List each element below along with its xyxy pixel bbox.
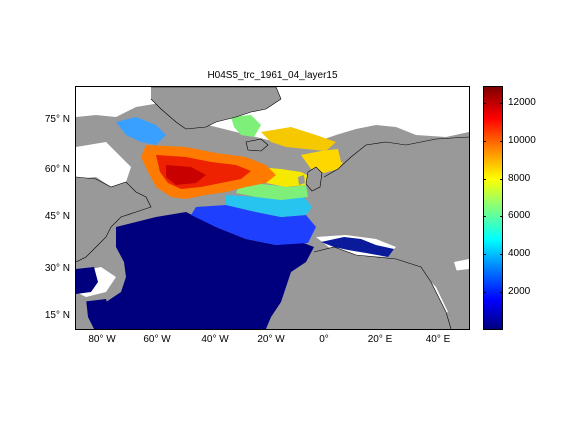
lon-tick-40e: 40° E bbox=[425, 334, 451, 345]
lon-tick-60w: 60° W bbox=[143, 334, 171, 345]
colorbar-label-4000: 4000 bbox=[508, 248, 531, 259]
ocean-low-values bbox=[91, 212, 314, 329]
lon-tick-40w: 40° W bbox=[201, 334, 229, 345]
central-america-land bbox=[76, 297, 94, 329]
scandinavia-land bbox=[338, 129, 391, 165]
lon-tick-20w: 20° W bbox=[257, 334, 285, 345]
british-isles-land bbox=[298, 167, 322, 191]
lat-tick-30n: 30° N bbox=[44, 263, 70, 274]
florida-land bbox=[94, 247, 110, 267]
ocean-band-green bbox=[236, 182, 308, 200]
coastlines bbox=[76, 87, 469, 329]
lat-tick-45n: 45° N bbox=[44, 211, 70, 222]
ocean-band-blue bbox=[191, 205, 316, 245]
arabia-land bbox=[444, 269, 469, 329]
ocean-band-labrador bbox=[116, 117, 166, 145]
ocean-band-labrador-green bbox=[231, 115, 261, 137]
lat-tick-15n: 15° N bbox=[44, 310, 70, 321]
lat-tick-75n: 75° N bbox=[44, 114, 70, 125]
map-plot-area bbox=[75, 86, 470, 330]
iceland-land bbox=[246, 139, 268, 151]
north-america-land bbox=[76, 177, 151, 262]
lon-tick-80w: 80° W bbox=[88, 334, 116, 345]
north-sea-values bbox=[301, 149, 346, 173]
lat-tick-60n: 60° N bbox=[44, 164, 70, 175]
colorbar-label-8000: 8000 bbox=[508, 173, 531, 184]
greenland-land bbox=[151, 87, 281, 129]
colorbar-label-6000: 6000 bbox=[508, 210, 531, 221]
colorbar bbox=[483, 86, 503, 330]
colorbar-label-10000: 10000 bbox=[508, 135, 536, 146]
colorbar-label-2000: 2000 bbox=[508, 286, 531, 297]
colorbar-label-12000: 12000 bbox=[508, 97, 536, 108]
map-title: H04S5_trc_1961_04_layer15 bbox=[207, 70, 338, 81]
mediterranean-values bbox=[321, 237, 394, 257]
lon-tick-0: 0° bbox=[319, 334, 329, 345]
lon-tick-20e: 20° E bbox=[367, 334, 393, 345]
concentration-map bbox=[76, 87, 469, 329]
africa-land bbox=[298, 247, 451, 329]
ocean-band-cyan bbox=[226, 195, 312, 217]
europe-land bbox=[320, 137, 469, 259]
ocean-peak-values bbox=[166, 165, 206, 185]
ocean-band-north-yellow bbox=[261, 127, 336, 151]
